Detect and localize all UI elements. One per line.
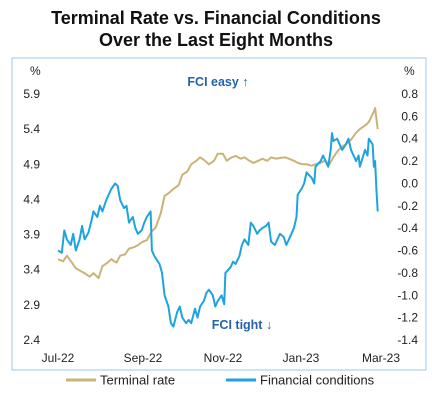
x-tick-label: Mar-23 — [362, 351, 400, 365]
left-tick-label: 3.4 — [23, 263, 40, 277]
left-tick-label: 2.4 — [23, 333, 40, 347]
legend: Terminal rate Financial conditions — [66, 373, 375, 388]
right-tick-label: -1.2 — [397, 311, 418, 325]
chart-title-line-1: Terminal Rate vs. Financial Conditions — [51, 8, 381, 28]
right-tick-label: -0.2 — [397, 199, 418, 213]
right-tick-label: 0.4 — [401, 132, 418, 146]
right-tick-label: -1.4 — [397, 333, 418, 347]
left-axis-unit: % — [30, 64, 41, 78]
right-tick-label: 0.6 — [401, 109, 418, 123]
left-tick-label: 5.4 — [23, 122, 40, 136]
x-tick-label: Sep-22 — [124, 351, 163, 365]
left-tick-label: 3.9 — [23, 228, 40, 242]
right-tick-label: 0.0 — [401, 176, 418, 190]
x-tick-label: Nov-22 — [204, 351, 243, 365]
right-tick-label: -0.8 — [397, 266, 418, 280]
right-tick-label: -0.6 — [397, 244, 418, 258]
legend-label-terminal-rate: Terminal rate — [100, 373, 175, 388]
plot-frame — [11, 57, 427, 371]
right-tick-label: -1.0 — [397, 288, 418, 302]
right-axis-unit: % — [404, 64, 415, 78]
right-tick-label: -0.4 — [397, 221, 418, 235]
left-tick-label: 4.9 — [23, 157, 40, 171]
left-tick-label: 5.9 — [23, 87, 40, 101]
left-tick-label: 4.4 — [23, 192, 40, 206]
series-line-financial-conditions — [57, 132, 379, 328]
legend-label-financial-conditions: Financial conditions — [260, 373, 375, 388]
annotation-fci-easy: FCI easy ↑ — [187, 75, 248, 89]
x-tick-label: Jan-23 — [283, 351, 320, 365]
x-tick-label: Jul-22 — [42, 351, 75, 365]
right-tick-label: 0.2 — [401, 154, 418, 168]
left-tick-label: 2.9 — [23, 298, 40, 312]
chart-title-line-2: Over the Last Eight Months — [98, 30, 334, 50]
annotation-fci-tight: FCI tight ↓ — [212, 318, 272, 332]
series-line-terminal-rate — [57, 107, 379, 280]
right-tick-label: 0.8 — [401, 87, 418, 101]
